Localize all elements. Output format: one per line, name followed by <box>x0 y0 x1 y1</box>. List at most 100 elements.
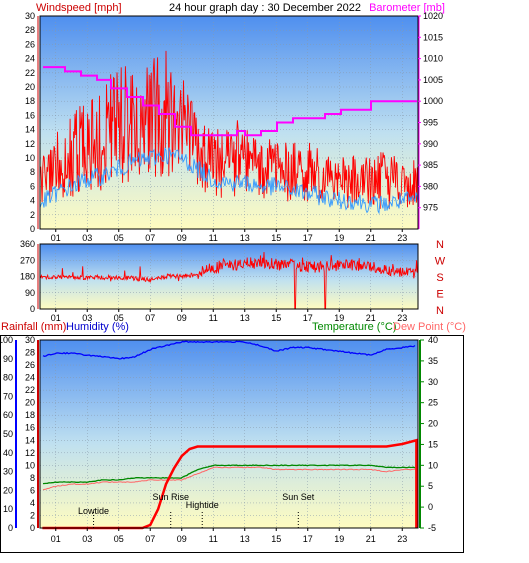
windspeed-tick-label: 14 <box>25 125 35 135</box>
barometer-tick-label: 995 <box>423 118 438 128</box>
dewpoint-line <box>42 466 416 491</box>
annotation-label: Lowtide <box>78 506 109 516</box>
rainfall-tick-label: 28 <box>25 348 35 358</box>
rainfall-line <box>42 438 418 530</box>
annotation-label: Hightide <box>186 500 219 510</box>
compass-label: N <box>436 239 444 251</box>
temperature-tick-label: 10 <box>428 460 438 470</box>
temperature-tick-label: -5 <box>428 523 436 533</box>
direction-panel-series <box>39 251 419 310</box>
rainfall-tick-label: 22 <box>25 385 35 395</box>
barometer-line <box>43 66 417 137</box>
x-tick-label: 17 <box>303 313 313 323</box>
rainfall-tick-label: 20 <box>25 398 35 408</box>
windspeed-tick-label: 22 <box>25 68 35 78</box>
wind-panel-background <box>40 16 418 229</box>
direction-tick-label: 0 <box>30 304 35 314</box>
rain-panel-axes: 0102030405060708090100024681012141618202… <box>0 335 438 544</box>
wind-direction-line <box>39 251 419 310</box>
right-axis-title: Barometer [mb] <box>369 2 445 14</box>
rainfall-tick-label: 16 <box>25 423 35 433</box>
rainfall-tick-label: 6 <box>30 485 35 495</box>
humidity-tick-label: 80 <box>3 373 13 383</box>
rainfall-axis-title: Rainfall (mm) <box>1 321 66 333</box>
direction-tick-label: 90 <box>25 288 35 298</box>
x-tick-label: 15 <box>271 534 281 544</box>
x-tick-label: 09 <box>177 313 187 323</box>
x-tick-label: 13 <box>240 313 250 323</box>
temperature-tick-label: 35 <box>428 356 438 366</box>
humidity-tick-label: 40 <box>3 448 13 458</box>
windspeed-tick-label: 8 <box>30 167 35 177</box>
x-tick-label: 21 <box>366 313 376 323</box>
humidity-line <box>42 340 416 360</box>
x-tick-label: 19 <box>334 534 344 544</box>
temperature-tick-label: 25 <box>428 398 438 408</box>
x-tick-label: 09 <box>177 233 187 243</box>
compass-label: N <box>436 305 444 317</box>
rainfall-tick-label: 0 <box>30 523 35 533</box>
rainfall-tick-label: 26 <box>25 360 35 370</box>
windspeed-tick-label: 20 <box>25 82 35 92</box>
temperature-tick-label: 30 <box>428 377 438 387</box>
windspeed-tick-label: 30 <box>25 11 35 21</box>
windspeed-tick-label: 10 <box>25 153 35 163</box>
direction-tick-label: 360 <box>20 239 35 249</box>
windspeed-tick-label: 16 <box>25 110 35 120</box>
x-tick-label: 11 <box>209 534 218 544</box>
x-tick-label: 21 <box>366 233 376 243</box>
x-tick-label: 17 <box>303 534 313 544</box>
x-tick-label: 21 <box>366 534 376 544</box>
rain-panel-series <box>42 340 418 530</box>
humidity-tick-label: 30 <box>3 467 13 477</box>
x-tick-label: 23 <box>397 534 407 544</box>
x-tick-label: 19 <box>334 313 344 323</box>
annotation-label: Sun Rise <box>152 492 189 502</box>
x-tick-label: 03 <box>82 534 92 544</box>
barometer-tick-label: 1000 <box>423 96 443 106</box>
x-tick-label: 09 <box>177 534 187 544</box>
lower-panel-border <box>0 335 464 553</box>
rainfall-tick-label: 4 <box>30 498 35 508</box>
x-tick-label: 03 <box>82 233 92 243</box>
x-tick-label: 07 <box>145 534 155 544</box>
rainfall-tick-label: 8 <box>30 473 35 483</box>
windspeed-tick-label: 12 <box>25 139 35 149</box>
compass-label: S <box>436 272 443 284</box>
humidity-tick-label: 70 <box>3 391 13 401</box>
temperature-tick-label: 0 <box>428 502 433 512</box>
windspeed-line <box>39 50 419 210</box>
rainfall-tick-label: 12 <box>25 448 35 458</box>
x-tick-label: 11 <box>209 313 218 323</box>
x-tick-label: 07 <box>145 233 155 243</box>
rainfall-tick-label: 2 <box>30 510 35 520</box>
temperature-axis-title: Temperature (°C) <box>312 321 396 333</box>
windspeed-average-line <box>39 146 419 215</box>
temperature-tick-label: 5 <box>428 481 433 491</box>
windspeed-tick-label: 4 <box>30 196 35 206</box>
humidity-axis-title: Humidity (%) <box>66 321 129 333</box>
barometer-tick-label: 975 <box>423 203 438 213</box>
plot-frame <box>39 243 419 310</box>
x-tick-label: 01 <box>51 233 61 243</box>
x-tick-label: 13 <box>240 534 250 544</box>
windspeed-tick-label: 6 <box>30 181 35 191</box>
windspeed-tick-label: 18 <box>25 96 35 106</box>
humidity-tick-label: 50 <box>3 429 13 439</box>
humidity-tick-label: 10 <box>3 504 13 514</box>
temperature-tick-label: 20 <box>428 419 438 429</box>
rainfall-tick-label: 18 <box>25 410 35 420</box>
humidity-tick-label: 60 <box>3 410 13 420</box>
x-tick-label: 11 <box>209 233 218 243</box>
direction-tick-label: 180 <box>20 272 35 282</box>
rain-panel-grid <box>40 339 418 529</box>
compass-label: E <box>436 289 443 301</box>
windspeed-tick-label: 0 <box>30 224 35 234</box>
humidity-tick-label: 0 <box>8 523 13 533</box>
rain-panel-background <box>40 340 418 528</box>
humidity-tick-label: 100 <box>0 335 13 345</box>
compass-label: W <box>435 256 446 268</box>
x-tick-label: 01 <box>51 313 61 323</box>
